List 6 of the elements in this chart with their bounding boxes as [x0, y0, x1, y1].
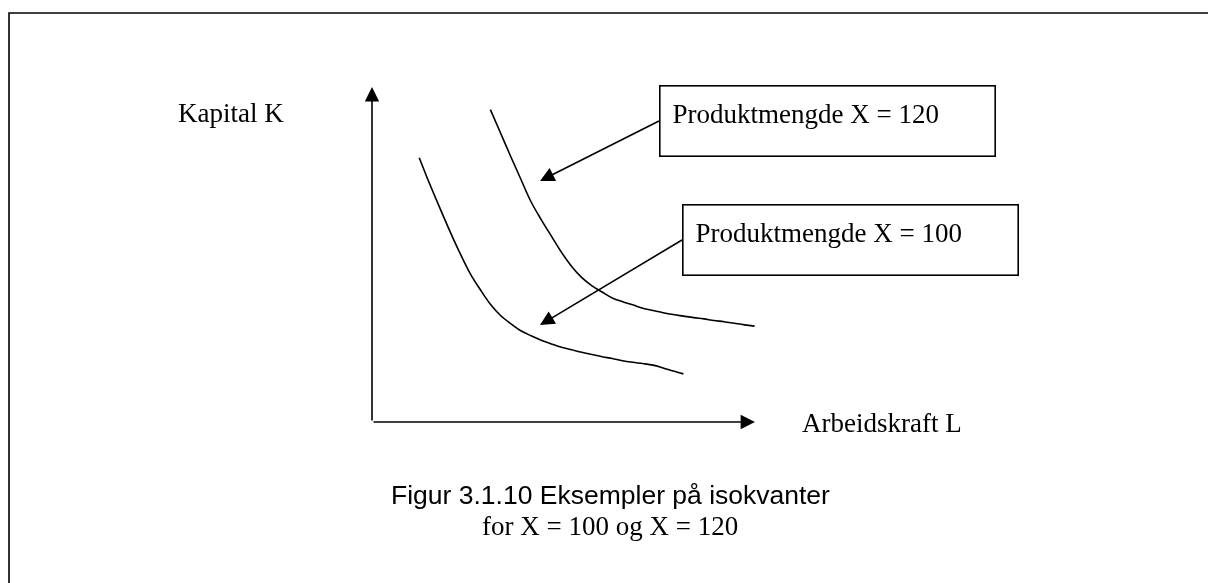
annotation: Produktmengde X = 100 — [695, 217, 963, 248]
text: Figur 3.1.10 Eksempler på isokvanter — [391, 480, 831, 510]
x-axis-title: Arbeidskraft L — [802, 408, 962, 438]
y-axis-title: Kapital K — [178, 98, 285, 128]
annotation: Produktmengde X = 120 — [672, 98, 940, 129]
text: for X = 100 og X = 120 — [482, 511, 739, 541]
